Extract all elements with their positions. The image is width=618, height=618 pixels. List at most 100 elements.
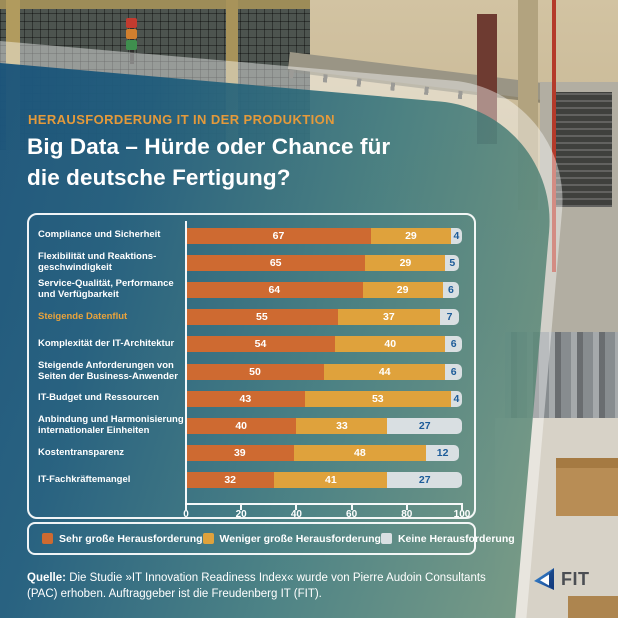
bar-track: 65 29 5: [186, 254, 462, 271]
bar-segment: 5: [445, 254, 460, 271]
x-axis-line: [185, 503, 463, 505]
bar-value: 29: [405, 229, 417, 242]
bar-value: 50: [249, 365, 261, 378]
bar-value: 6: [450, 365, 457, 378]
legend-item: Keine Herausforderung: [380, 532, 515, 545]
bar-segment: 32: [186, 472, 275, 489]
bar-segment: 41: [274, 472, 388, 489]
chart-row: Anbindung und Harmonisierung internation…: [29, 412, 474, 439]
machine-vent-grid: [556, 92, 612, 207]
bar-track: 32 41 27: [186, 472, 462, 489]
red-cable: [552, 0, 556, 272]
cage-top-rail: [0, 0, 310, 9]
axis-tick: [350, 505, 353, 510]
bar-segment: 7: [439, 309, 460, 326]
bar-value: 40: [235, 419, 248, 432]
bar-segment: 67: [186, 227, 371, 244]
legend-swatch: [202, 533, 214, 544]
axis-tick-label: 80: [401, 509, 413, 520]
kicker: HERAUSFORDERUNG IT IN DER PRODUKTION: [28, 112, 335, 127]
category-label: Service-Qualität, Performance und Verfüg…: [38, 278, 174, 300]
bar-value: 6: [448, 283, 454, 296]
category-label: Compliance und Sicherheit: [38, 229, 161, 241]
bar-value: 54: [254, 338, 267, 351]
bar-value: 12: [436, 447, 449, 460]
signal-light-green: [126, 40, 137, 50]
bar-value: 29: [396, 283, 409, 296]
bar-value: 37: [383, 311, 395, 324]
bar-track: 64 29 6: [186, 281, 462, 298]
bar-track: 55 37 7: [186, 309, 462, 326]
bar-segment: 33: [296, 417, 388, 434]
bar-segment: 12: [426, 445, 460, 462]
cardboard-box: [568, 596, 618, 618]
bar-value: 6: [450, 338, 457, 351]
bar-segment: 50: [186, 363, 324, 380]
bar-track: 40 33 27: [186, 417, 462, 434]
bar-value: 7: [446, 311, 453, 324]
axis-tick-label: 60: [346, 509, 358, 520]
axis-tick-label: 100: [453, 509, 471, 520]
red-column: [477, 14, 497, 144]
bar-value: 5: [449, 256, 456, 269]
legend-label: Weniger große Herausforderung: [219, 532, 381, 545]
bar-segment: 6: [442, 281, 460, 298]
legend: Sehr große Herausforderung Weniger große …: [27, 522, 515, 555]
legend-item: Weniger große Herausforderung: [202, 532, 381, 545]
bar-segment: 27: [387, 417, 462, 434]
bar-segment: 4: [450, 227, 462, 244]
bar-segment: 6: [445, 336, 462, 353]
signal-light-red: [126, 18, 137, 28]
category-label: Flexibilität und Reaktions- geschwindigk…: [38, 251, 157, 273]
signal-light-amber: [126, 29, 137, 39]
bar-value: 44: [378, 365, 391, 378]
bar-value: 65: [269, 256, 282, 269]
bar-segment: 43: [186, 390, 305, 407]
title-line-2: die deutsche Fertigung?: [27, 165, 291, 190]
bar-value: 41: [325, 474, 337, 487]
bar-segment: 37: [337, 309, 440, 326]
bar-segment: 27: [387, 472, 462, 489]
chart-row: IT-Budget und Ressourcen 43 53 4: [29, 385, 474, 412]
chart-row: Steigende Anforderungen von Seiten der B…: [29, 358, 474, 385]
bar-track: 54 40 6: [186, 336, 462, 353]
page-title: Big Data – Hürde oder Chance für die deu…: [27, 131, 390, 193]
bar-rows: Compliance und Sicherheit 67 29 4 Flexibilit…: [29, 222, 474, 494]
bar-value: 53: [371, 392, 384, 405]
fit-logo-text: FIT: [561, 569, 590, 589]
bar-segment: 39: [186, 445, 294, 462]
bar-segment: 48: [293, 445, 427, 462]
axis-tick: [295, 505, 298, 510]
bar-segment: 64: [186, 281, 363, 298]
cardboard-box: [556, 458, 618, 516]
bar-segment: 44: [324, 363, 446, 380]
bar-segment: 40: [186, 417, 297, 434]
source-label: Quelle:: [27, 572, 66, 584]
bar-segment: 40: [335, 336, 446, 353]
chart-panel: Compliance und Sicherheit 67 29 4 Flexibilit…: [27, 213, 476, 520]
bar-value: 27: [418, 419, 431, 432]
chart-row: Steigende Datenflut 55 37 7: [29, 304, 474, 331]
chart-row: Compliance und Sicherheit 67 29 4: [29, 222, 474, 249]
bar-value: 67: [272, 229, 285, 242]
bar-value: 48: [354, 447, 366, 460]
bar-track: 39 48 12: [186, 445, 462, 462]
category-label: IT-Budget und Ressourcen: [38, 392, 159, 404]
bar-segment: 6: [445, 363, 462, 380]
source-text: Die Studie »IT Innovation Readiness Inde…: [27, 572, 486, 600]
chart-row: Kostentransparenz 39 48 12: [29, 440, 474, 467]
chart-row: Komplexität der IT-Architektur 54 40 6: [29, 331, 474, 358]
bar-track: 67 29 4: [186, 227, 462, 244]
legend-label: Sehr große Herausforderung: [59, 532, 203, 545]
axis-tick: [185, 505, 187, 510]
category-label: Komplexität der IT-Architektur: [38, 338, 175, 350]
bar-segment: 55: [186, 309, 338, 326]
bar-value: 43: [239, 392, 252, 405]
axis-tick: [240, 505, 243, 510]
source-note: Quelle: Die Studie »IT Innovation Readin…: [27, 571, 519, 602]
chart-row: Service-Qualität, Performance und Verfüg…: [29, 276, 474, 303]
bar-value: 40: [384, 338, 397, 351]
legend-label: Keine Herausforderung: [397, 532, 515, 545]
category-label: Steigende Anforderungen von Seiten der B…: [38, 360, 178, 382]
